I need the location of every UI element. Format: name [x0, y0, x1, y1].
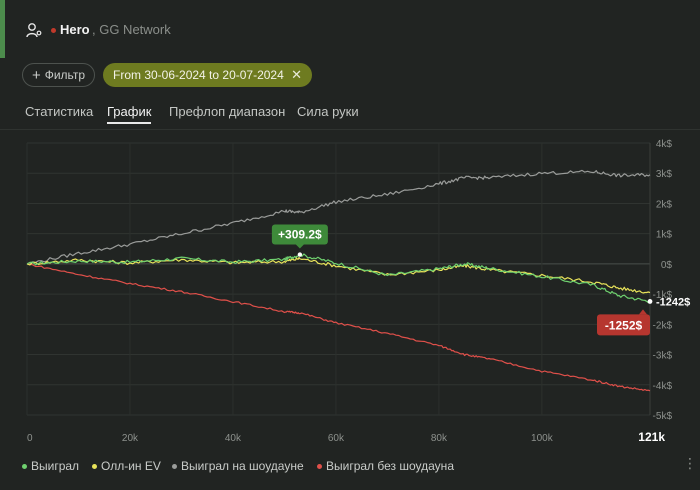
close-icon[interactable]: ✕ [291, 67, 302, 82]
tab-divider [0, 129, 700, 130]
final-label-pointer [639, 309, 647, 315]
header: Hero , GG Network [0, 0, 700, 58]
filter-label: Фильтр [44, 68, 86, 82]
peak-label: +309.2$ [278, 228, 322, 242]
filter-button[interactable]: + Фильтр [22, 63, 95, 87]
peak-label-box [271, 224, 328, 245]
final-label-box [597, 314, 650, 336]
hero-name: Hero [60, 22, 90, 37]
tab-chart[interactable]: График [107, 104, 152, 124]
x-tick-label: 40k [225, 433, 242, 444]
legend-item-allin-ev[interactable]: Олл-ин EV [92, 459, 161, 473]
legend-dot [172, 463, 177, 469]
legend-dot [22, 463, 27, 469]
y-tick-label: 1k$ [656, 230, 673, 241]
date-range-label: From 30-06-2024 to 20-07-2024 [113, 68, 284, 82]
tab-statistics[interactable]: Статистика [25, 104, 94, 119]
legend-item-non-showdown[interactable]: Выиграл без шоудауна [317, 459, 454, 473]
y-tick-label: 0$ [661, 260, 673, 271]
peak-marker [297, 252, 303, 257]
y-tick-label: -5k$ [653, 411, 673, 422]
legend-label: Олл-ин EV [101, 459, 161, 473]
x-tick-label: 80k [431, 433, 448, 444]
y-tick-label: 3k$ [656, 169, 673, 180]
results-chart[interactable]: 4k$ 3k$ 2k$ 1k$ 0$ -1k$ -2k$ -3k$ -4k$ -5k$ 0 20k 40… [0, 130, 700, 450]
user-settings-icon[interactable] [26, 22, 42, 38]
y-tick-label: 2k$ [656, 199, 673, 210]
status-dot [51, 28, 56, 33]
y-tick-label: -2k$ [653, 320, 673, 331]
y-tick-label: 4k$ [656, 139, 673, 150]
x-tick-label: 60k [328, 433, 345, 444]
date-range-chip[interactable]: From 30-06-2024 to 20-07-2024 ✕ [103, 63, 312, 87]
series-line-3 [26, 263, 651, 392]
more-options-icon[interactable]: ⋮ [683, 455, 697, 471]
tab-hand-strength[interactable]: Сила руки [297, 104, 359, 119]
series-line-0 [26, 253, 651, 304]
legend-item-showdown[interactable]: Выиграл на шоудауне [172, 459, 304, 473]
y-tick-label: -1k$ [653, 290, 673, 301]
plus-icon: + [31, 66, 41, 84]
legend-dot [317, 463, 322, 469]
legend-label: Выиграл [31, 459, 80, 473]
x-tick-label: 0 [27, 433, 33, 444]
y-tick-label: -3k$ [653, 351, 673, 362]
legend-label: Выиграл на шоудауне [181, 459, 304, 473]
network-name: , GG Network [92, 22, 171, 37]
active-accent-bar [0, 0, 5, 58]
tab-preflop-range[interactable]: Префлоп диапазон [169, 104, 286, 119]
end-value-label: -1242$ [656, 296, 690, 308]
x-max-label: 121k [638, 430, 665, 444]
y-tick-label: -4k$ [653, 381, 673, 392]
legend-dot [92, 463, 97, 469]
x-tick-label: 20k [122, 433, 139, 444]
series-line-2 [26, 169, 651, 265]
legend-label: Выиграл без шоудауна [326, 459, 454, 473]
end-marker [647, 299, 653, 304]
x-tick-label: 100k [531, 433, 554, 444]
final-label: -1252$ [605, 318, 643, 332]
legend-item-won[interactable]: Выиграл [22, 459, 79, 473]
peak-label-pointer [295, 244, 304, 249]
